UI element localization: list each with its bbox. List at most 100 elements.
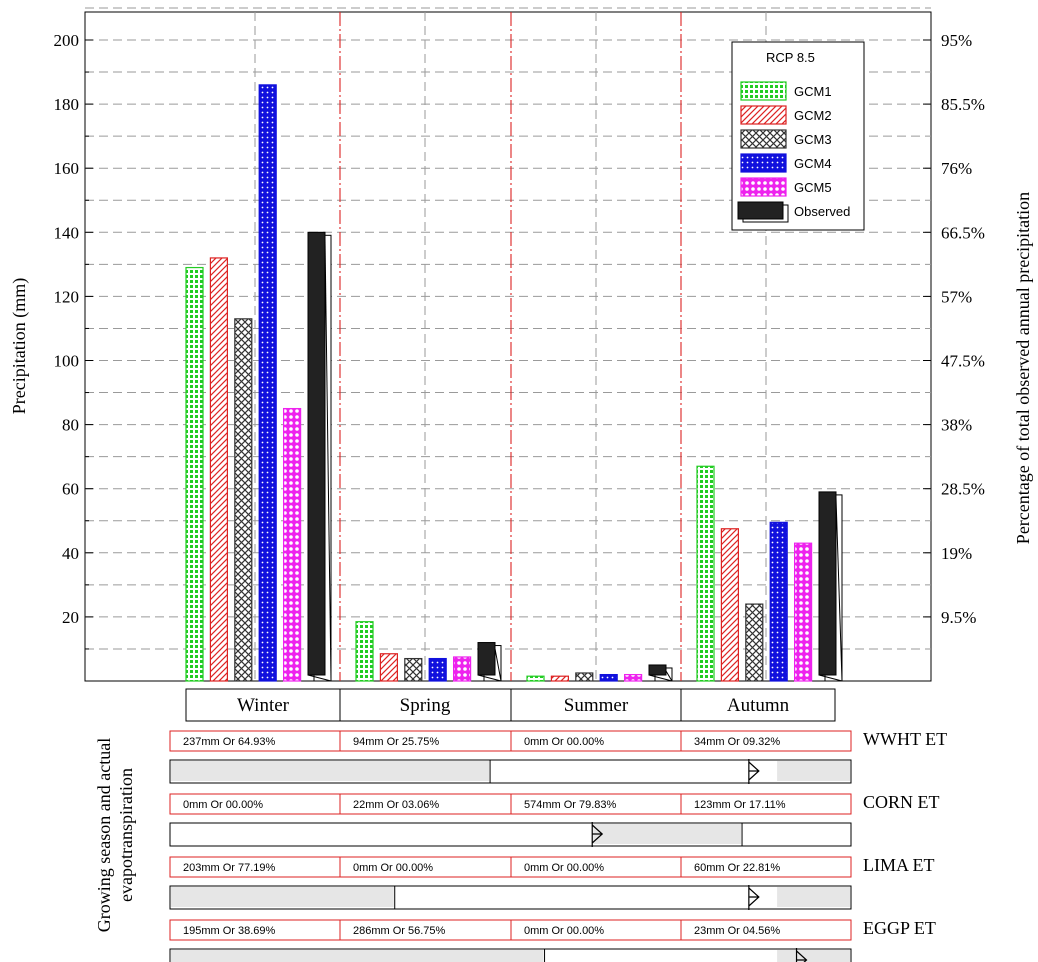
bar-gcm1	[526, 675, 545, 682]
bar-observed-connector	[477, 674, 502, 682]
bar-observed	[648, 664, 667, 676]
legend: RCP 8.5 GCM1 GCM2 GCM3 GCM4 GCM5 Observed	[731, 41, 865, 231]
legend-label: GCM5	[794, 180, 832, 195]
y-tick-label: 80	[62, 416, 79, 435]
y-tick-label: 180	[54, 95, 80, 114]
season-label-summer: Summer	[564, 695, 629, 716]
et-cell-value: 23mm Or 04.56%	[694, 925, 780, 937]
bar-gcm4	[599, 673, 618, 682]
y2-tick-label: 85.5%	[941, 95, 985, 114]
season-bar-shade	[171, 887, 394, 907]
y-axis-label: Precipitation (mm)	[9, 278, 30, 414]
season-bar-shade	[171, 950, 544, 962]
bar-gcm3	[234, 318, 253, 682]
bar-observed-connector	[818, 674, 843, 682]
legend-label: Observed	[794, 204, 850, 219]
bar-gcm4	[769, 521, 788, 682]
legend-swatch-gcm4	[740, 153, 787, 173]
y2-tick-label: 95%	[941, 31, 972, 50]
bar-gcm4	[258, 84, 277, 682]
y2-axis-label: Percentage of total observed annual prec…	[1013, 192, 1033, 544]
season-label-row: Winter Spring Summer Autumn	[185, 688, 836, 722]
et-cell-value: 0mm Or 00.00%	[524, 925, 604, 937]
bar-gcm5	[453, 656, 472, 682]
et-cell-value: 0mm Or 00.00%	[353, 862, 433, 874]
et-cell-value: 237mm Or 64.93%	[183, 736, 276, 748]
season-bar-arrow-icon	[591, 822, 604, 847]
y2-tick-label: 38%	[941, 416, 972, 435]
bar-gcm2	[550, 675, 570, 682]
y2-tick-label: 76%	[941, 159, 972, 178]
plot-frame	[84, 11, 932, 682]
y-tick-label: 160	[54, 159, 80, 178]
y2-tick-label: 19%	[941, 544, 972, 563]
et-panel-label-line2: evapotranspiration	[116, 768, 136, 902]
et-cell-value: 203mm Or 77.19%	[183, 862, 276, 874]
bar-gcm5	[793, 542, 813, 682]
bar-observed	[818, 491, 837, 676]
bar-gcm1	[185, 266, 204, 682]
y2-tick-label: 28.5%	[941, 480, 985, 499]
season-dividers	[339, 12, 682, 681]
y2-tick-label: 57%	[941, 287, 972, 306]
season-label-autumn: Autumn	[727, 695, 790, 716]
et-cell-value: 574mm Or 79.83%	[524, 799, 617, 811]
bar-observed	[477, 642, 496, 676]
y-tick-label: 120	[54, 287, 80, 306]
et-cell-value: 123mm Or 17.11%	[694, 799, 786, 811]
bar-gcm5	[623, 673, 643, 682]
legend-title: RCP 8.5	[766, 50, 815, 65]
bar-gcm2	[720, 528, 740, 682]
et-row-label: WWHT ET	[863, 729, 947, 749]
et-cell	[680, 919, 852, 941]
bar-observed-connector	[835, 497, 843, 682]
legend-swatch-gcm5	[740, 177, 787, 197]
et-row-label: CORN ET	[863, 792, 940, 812]
season-label-winter: Winter	[237, 695, 290, 716]
et-row-label: EGGP ET	[863, 918, 936, 938]
et-panel-label-line1: Growing season and actual	[94, 738, 114, 932]
legend-swatch-gcm2	[740, 105, 787, 125]
y2-tick-label: 9.5%	[941, 608, 976, 627]
bar-observed-connector	[307, 674, 332, 682]
y-tick-label: 200	[54, 31, 80, 50]
y2-axis-ticks: 9.5% 19% 28.5% 38% 47.5% 57% 66.5% 76% 85.5% 95%	[923, 31, 985, 627]
et-row-label: LIMA ET	[863, 855, 935, 875]
et-cell-value: 0mm Or 00.00%	[524, 862, 604, 874]
y-tick-label: 100	[54, 352, 80, 371]
et-cell-value: 60mm Or 22.81%	[694, 862, 780, 874]
season-bar-shade	[777, 761, 850, 781]
y-tick-label: 40	[62, 544, 79, 563]
et-panel: 237mm Or 64.93% 94mm Or 25.75% 0mm Or 00.0…	[169, 729, 947, 962]
bar-observed-connector	[665, 670, 673, 682]
et-cell-value: 0mm Or 00.00%	[524, 736, 604, 748]
bar-observed-connector	[324, 238, 332, 682]
bar-observed-connector	[494, 648, 502, 682]
season-bar-shade	[171, 761, 490, 781]
et-cell	[680, 730, 852, 752]
season-bar-shade	[777, 950, 850, 962]
legend-label: GCM1	[794, 84, 832, 99]
bar-gcm5	[283, 407, 302, 682]
y2-tick-label: 66.5%	[941, 223, 985, 242]
y-axis-ticks: 20 40 60 80 100 120 140 160 180 200	[54, 31, 93, 650]
season-bar-arrow-icon	[748, 759, 760, 784]
bar-gcm4	[428, 657, 447, 682]
et-cell-value: 0mm Or 00.00%	[183, 799, 263, 811]
bar-gcm2	[379, 653, 398, 682]
y-tick-label: 60	[62, 480, 79, 499]
season-bar-shade	[777, 887, 850, 907]
season-bar-arrow-icon	[748, 885, 760, 910]
legend-label: GCM4	[794, 156, 832, 171]
season-bar-arrow-icon	[795, 948, 808, 962]
season-bar-shade	[593, 824, 742, 844]
bar-gcm3	[404, 657, 423, 682]
bar-observed	[307, 231, 326, 676]
legend-swatch-gcm1	[740, 81, 787, 101]
bar-gcm3	[575, 672, 594, 682]
bar-gcm1	[696, 465, 715, 682]
et-cell-value: 22mm Or 03.06%	[353, 799, 439, 811]
y-tick-label: 20	[62, 608, 79, 627]
bar-gcm1	[355, 621, 374, 682]
